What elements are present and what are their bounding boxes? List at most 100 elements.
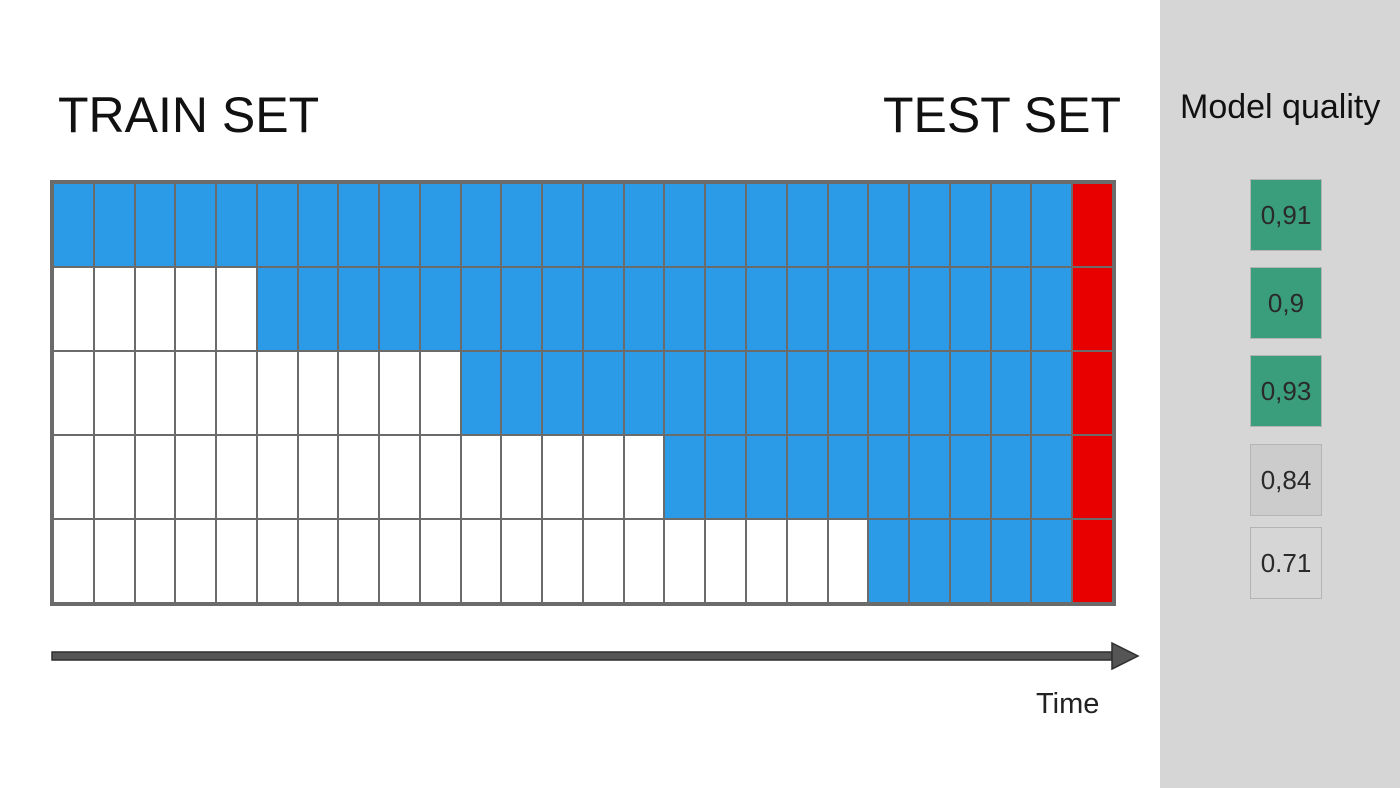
unused-cell: [134, 351, 176, 435]
train-cell: [542, 183, 583, 267]
score-box-2: 0,9: [1250, 267, 1322, 339]
train-cell: [379, 183, 420, 267]
unused-cell: [53, 351, 94, 435]
train-cell: [419, 183, 461, 267]
score-box-4: 0,84: [1250, 444, 1322, 516]
train-cell: [949, 435, 991, 519]
train-cell: [1031, 267, 1073, 351]
model-quality-panel: Model quality 0,91 0,9 0,93 0,84 0.71: [1160, 0, 1400, 788]
train-cell: [990, 267, 1032, 351]
train-set-heading: TRAIN SET: [58, 87, 320, 143]
unused-cell: [93, 519, 135, 603]
train-cell: [664, 351, 706, 435]
train-cell: [990, 351, 1032, 435]
unused-cell: [134, 267, 176, 351]
split-row: [53, 351, 1113, 435]
unused-cell: [256, 351, 298, 435]
unused-cell: [297, 351, 339, 435]
train-cell: [909, 435, 950, 519]
train-cell: [542, 351, 583, 435]
train-cell: [705, 435, 747, 519]
train-cell: [868, 183, 910, 267]
train-cell: [582, 267, 624, 351]
train-cell: [868, 519, 910, 603]
unused-cell: [175, 519, 217, 603]
model-quality-title: Model quality: [1180, 88, 1381, 126]
train-cell: [582, 351, 624, 435]
unused-cell: [460, 519, 502, 603]
train-cell: [949, 267, 991, 351]
train-cell: [827, 183, 869, 267]
unused-cell: [93, 267, 135, 351]
train-cell: [746, 435, 787, 519]
unused-cell: [501, 435, 543, 519]
train-cell: [909, 519, 950, 603]
train-cell: [868, 351, 910, 435]
unused-cell: [582, 519, 624, 603]
train-cell: [990, 435, 1032, 519]
unused-cell: [53, 519, 94, 603]
train-cell: [827, 267, 869, 351]
train-cell: [216, 183, 257, 267]
score-box-5: 0.71: [1250, 527, 1322, 599]
train-cell: [909, 351, 950, 435]
train-cell: [827, 435, 869, 519]
unused-cell: [827, 519, 869, 603]
unused-cell: [379, 519, 420, 603]
train-cell: [93, 183, 135, 267]
unused-cell: [216, 519, 257, 603]
unused-cell: [53, 435, 94, 519]
test-cell: [1072, 351, 1113, 435]
train-cell: [909, 183, 950, 267]
unused-cell: [297, 435, 339, 519]
unused-cell: [501, 519, 543, 603]
unused-cell: [664, 519, 706, 603]
unused-cell: [542, 519, 583, 603]
train-cell: [501, 351, 543, 435]
train-cell: [623, 351, 665, 435]
train-cell: [256, 183, 298, 267]
unused-cell: [93, 351, 135, 435]
unused-cell: [53, 267, 94, 351]
unused-cell: [582, 435, 624, 519]
score-box-3: 0,93: [1250, 355, 1322, 427]
train-cell: [868, 435, 910, 519]
unused-cell: [705, 519, 747, 603]
train-cell: [664, 435, 706, 519]
train-cell: [338, 267, 380, 351]
split-row: [53, 435, 1113, 519]
test-cell: [1072, 267, 1113, 351]
time-arrow-icon: [51, 641, 1140, 671]
unused-cell: [175, 351, 217, 435]
train-cell: [501, 183, 543, 267]
train-cell: [134, 183, 176, 267]
train-cell: [256, 267, 298, 351]
train-cell: [460, 183, 502, 267]
test-cell: [1072, 183, 1113, 267]
train-cell: [705, 267, 747, 351]
unused-cell: [134, 519, 176, 603]
unused-cell: [175, 435, 217, 519]
train-cell: [990, 183, 1032, 267]
train-cell: [827, 351, 869, 435]
unused-cell: [623, 519, 665, 603]
unused-cell: [746, 519, 787, 603]
train-cell: [501, 267, 543, 351]
train-cell: [582, 183, 624, 267]
train-cell: [175, 183, 217, 267]
train-cell: [990, 519, 1032, 603]
train-cell: [786, 435, 828, 519]
train-cell: [1031, 519, 1073, 603]
train-cell: [868, 267, 910, 351]
train-cell: [1031, 351, 1073, 435]
train-cell: [623, 183, 665, 267]
train-cell: [1031, 435, 1073, 519]
unused-cell: [338, 351, 380, 435]
unused-cell: [419, 435, 461, 519]
train-cell: [53, 183, 94, 267]
train-cell: [746, 183, 787, 267]
train-cell: [419, 267, 461, 351]
train-cell: [379, 267, 420, 351]
train-cell: [949, 351, 991, 435]
